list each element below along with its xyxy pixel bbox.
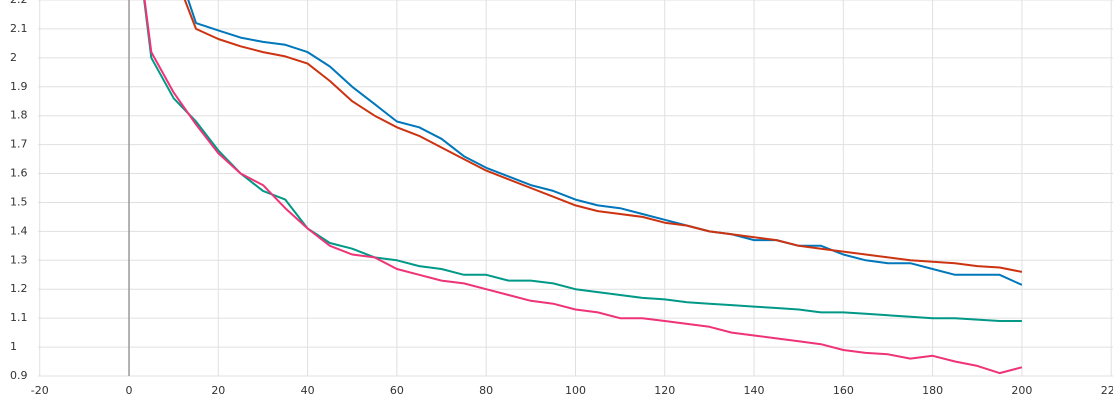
x-tick-label: 180 [922,384,943,397]
y-tick-label: 2.2 [10,0,28,6]
series-line [143,0,1022,322]
series-line [187,0,1023,286]
x-tick-label: 140 [744,384,765,397]
y-tick-label: 1.1 [10,311,28,324]
y-tick-label: 1.9 [10,80,28,93]
x-tick-label: 160 [833,384,854,397]
y-tick-label: 2 [10,51,17,64]
plot-area [143,0,1023,375]
x-tick-label: 40 [301,384,315,397]
series-line [183,0,1023,273]
x-tick-label: 60 [390,384,404,397]
y-tick-label: 1.2 [10,282,28,295]
x-tick-label: 0 [126,384,133,397]
y-tick-label: 1.6 [10,167,28,180]
y-tick-label: 1.3 [10,253,28,266]
y-tick-label: 1.4 [10,224,28,237]
x-tick-label: 20 [211,384,225,397]
x-tick-label: 100 [565,384,586,397]
x-tick-label: 220 [1101,384,1113,397]
y-tick-label: 1.5 [10,195,28,208]
x-tick-label: 120 [654,384,675,397]
series-line [143,0,1023,375]
y-tick-label: 1.8 [10,109,28,122]
x-tick-label: -20 [31,384,49,397]
x-tick-label: 80 [479,384,493,397]
y-tick-label: 2.1 [10,22,28,35]
y-tick-label: 1 [10,340,17,353]
x-tick-label: 200 [1011,384,1032,397]
y-tick-label: 1.7 [10,138,28,151]
y-tick-label: 0.9 [10,369,28,382]
